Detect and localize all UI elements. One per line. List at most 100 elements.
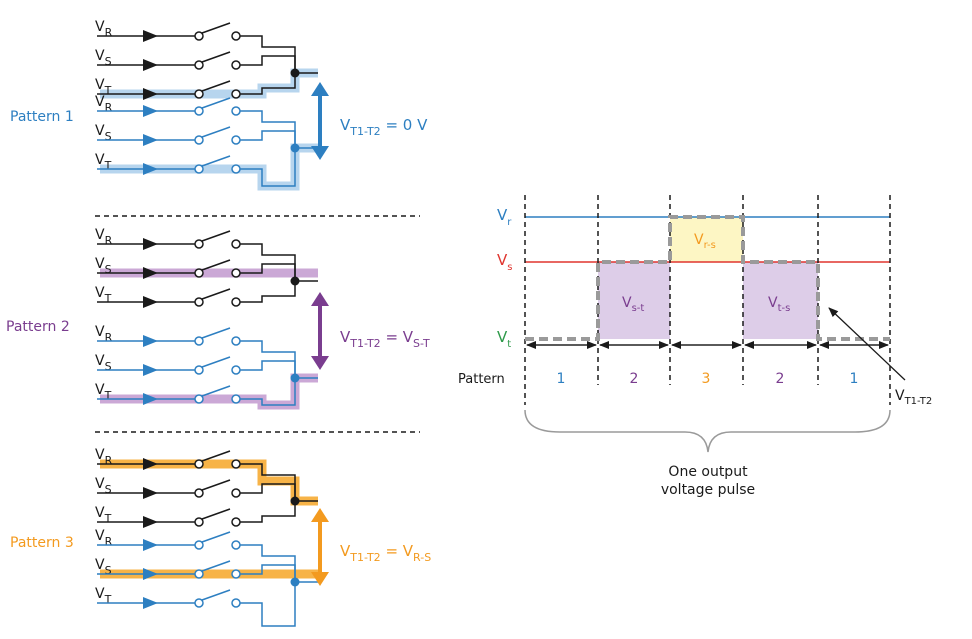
brace-caption-line-2: voltage pulse: [661, 482, 755, 498]
switch-blade: [201, 479, 231, 491]
line-label-vs: VS: [95, 476, 112, 496]
junction-node: [290, 143, 300, 153]
circuit-pattern-1-lower: VR VS VT: [95, 94, 318, 187]
circuit-pattern-2-upper: VR VS VT: [95, 227, 318, 308]
output-wire: [240, 35, 296, 73]
arrowhead: [143, 163, 158, 175]
line-label-vr: VR: [95, 528, 113, 548]
switch-contact: [231, 336, 241, 346]
box-label-vr-s: Vr-s: [694, 232, 716, 251]
line-label-vr: VR: [95, 324, 113, 344]
level-label-vr: Vr: [497, 206, 512, 228]
pattern-3-label: Pattern 3: [10, 535, 74, 551]
box-vr-s: [670, 217, 743, 262]
switch-contact: [194, 394, 204, 404]
output-wire: [240, 483, 296, 501]
switch-contact: [231, 31, 241, 41]
line-label-vr: VR: [95, 19, 113, 39]
line-label-vs: VS: [95, 557, 112, 577]
box-vs-t: [598, 262, 670, 339]
line-label-vr: VR: [95, 94, 113, 114]
switch-contact: [231, 268, 241, 278]
double-arrow-pattern-3: [311, 508, 329, 586]
segment-label-4: 2: [776, 371, 785, 387]
output-wire: [240, 564, 296, 582]
segment-label-3: 3: [702, 371, 711, 387]
line-label-vs: VS: [95, 123, 112, 143]
switch-contact: [231, 540, 241, 550]
conduction-path-highlight: [100, 459, 318, 506]
switch-contact: [231, 488, 241, 498]
level-label-vs: Vs: [497, 251, 512, 273]
switch-contact: [194, 336, 204, 346]
pattern-2-label: Pattern 2: [6, 319, 70, 335]
circuit-pattern-3-lower: VR VS VT: [95, 528, 318, 627]
arrowhead: [143, 59, 158, 71]
switch-blade: [201, 155, 231, 167]
switch-blade: [201, 22, 231, 34]
switch-contact: [194, 239, 204, 249]
switch-contact: [194, 106, 204, 116]
conduction-path-highlight: [100, 143, 318, 191]
arrowhead: [143, 238, 158, 250]
pattern-1-label: Pattern 1: [10, 109, 74, 125]
switch-contact: [231, 569, 241, 579]
segment-label-1: 1: [557, 371, 566, 387]
line-label-vt: VT: [95, 285, 112, 305]
switch-blade: [201, 80, 231, 92]
box-vt-s: [743, 262, 818, 339]
switch-contact: [194, 164, 204, 174]
box-label-vt-s: Vt-s: [768, 295, 790, 314]
switch-contact: [231, 164, 241, 174]
switch-contact: [231, 517, 241, 527]
pattern-2-equation: VT1-T2 = VS-T: [340, 328, 430, 350]
switch-blade: [201, 508, 231, 520]
output-voltage-trace: [525, 215, 890, 341]
switch-contact: [194, 569, 204, 579]
output-wire: [240, 73, 296, 95]
switch-blade: [201, 230, 231, 242]
switch-blade: [201, 259, 231, 271]
switch-contact: [194, 60, 204, 70]
output-wire: [240, 281, 296, 303]
switch-contact: [194, 459, 204, 469]
pattern-1-equation: VT1-T2 = 0 V: [340, 116, 428, 138]
arrowhead: [143, 393, 158, 405]
switch-contact: [231, 598, 241, 608]
switch-contact: [194, 135, 204, 145]
arrowhead: [143, 516, 158, 528]
switch-blade: [201, 126, 231, 138]
switch-contact: [194, 598, 204, 608]
switch-contact: [231, 459, 241, 469]
switch-blade: [201, 531, 231, 543]
arrowhead: [143, 458, 158, 470]
switch-contact: [194, 540, 204, 550]
switch-contact: [231, 135, 241, 145]
output-wire: [240, 378, 296, 406]
arrowhead: [143, 105, 158, 117]
waveform-diagram: Vr Vs Vt Pattern 1 2 3 2 1 Vs-t Vr-s Vt-…: [458, 195, 932, 498]
circuit-pattern-1-upper: VR VS VT: [95, 19, 318, 100]
line-label-vt: VT: [95, 152, 112, 172]
arrowhead: [143, 134, 158, 146]
switch-blade: [201, 589, 231, 601]
switch-blade: [201, 97, 231, 109]
output-wire: [240, 55, 296, 73]
junction-node: [290, 373, 300, 383]
conduction-path-highlight: [100, 68, 318, 99]
arrowhead: [143, 539, 158, 551]
pattern-row-label: Pattern: [458, 372, 505, 387]
switch-contact: [194, 89, 204, 99]
circuit-pattern-3-upper: VR VS VT: [95, 447, 318, 528]
line-label-vt: VT: [95, 586, 112, 606]
switch-blade: [201, 450, 231, 462]
switch-contact: [231, 394, 241, 404]
junction-node: [290, 577, 300, 587]
switch-contact: [194, 517, 204, 527]
pattern-3-equation: VT1-T2 = VR-S: [340, 542, 431, 564]
double-arrow-pattern-2: [311, 292, 329, 370]
line-label-vt: VT: [95, 77, 112, 97]
switch-contact: [194, 488, 204, 498]
switch-contact: [194, 31, 204, 41]
